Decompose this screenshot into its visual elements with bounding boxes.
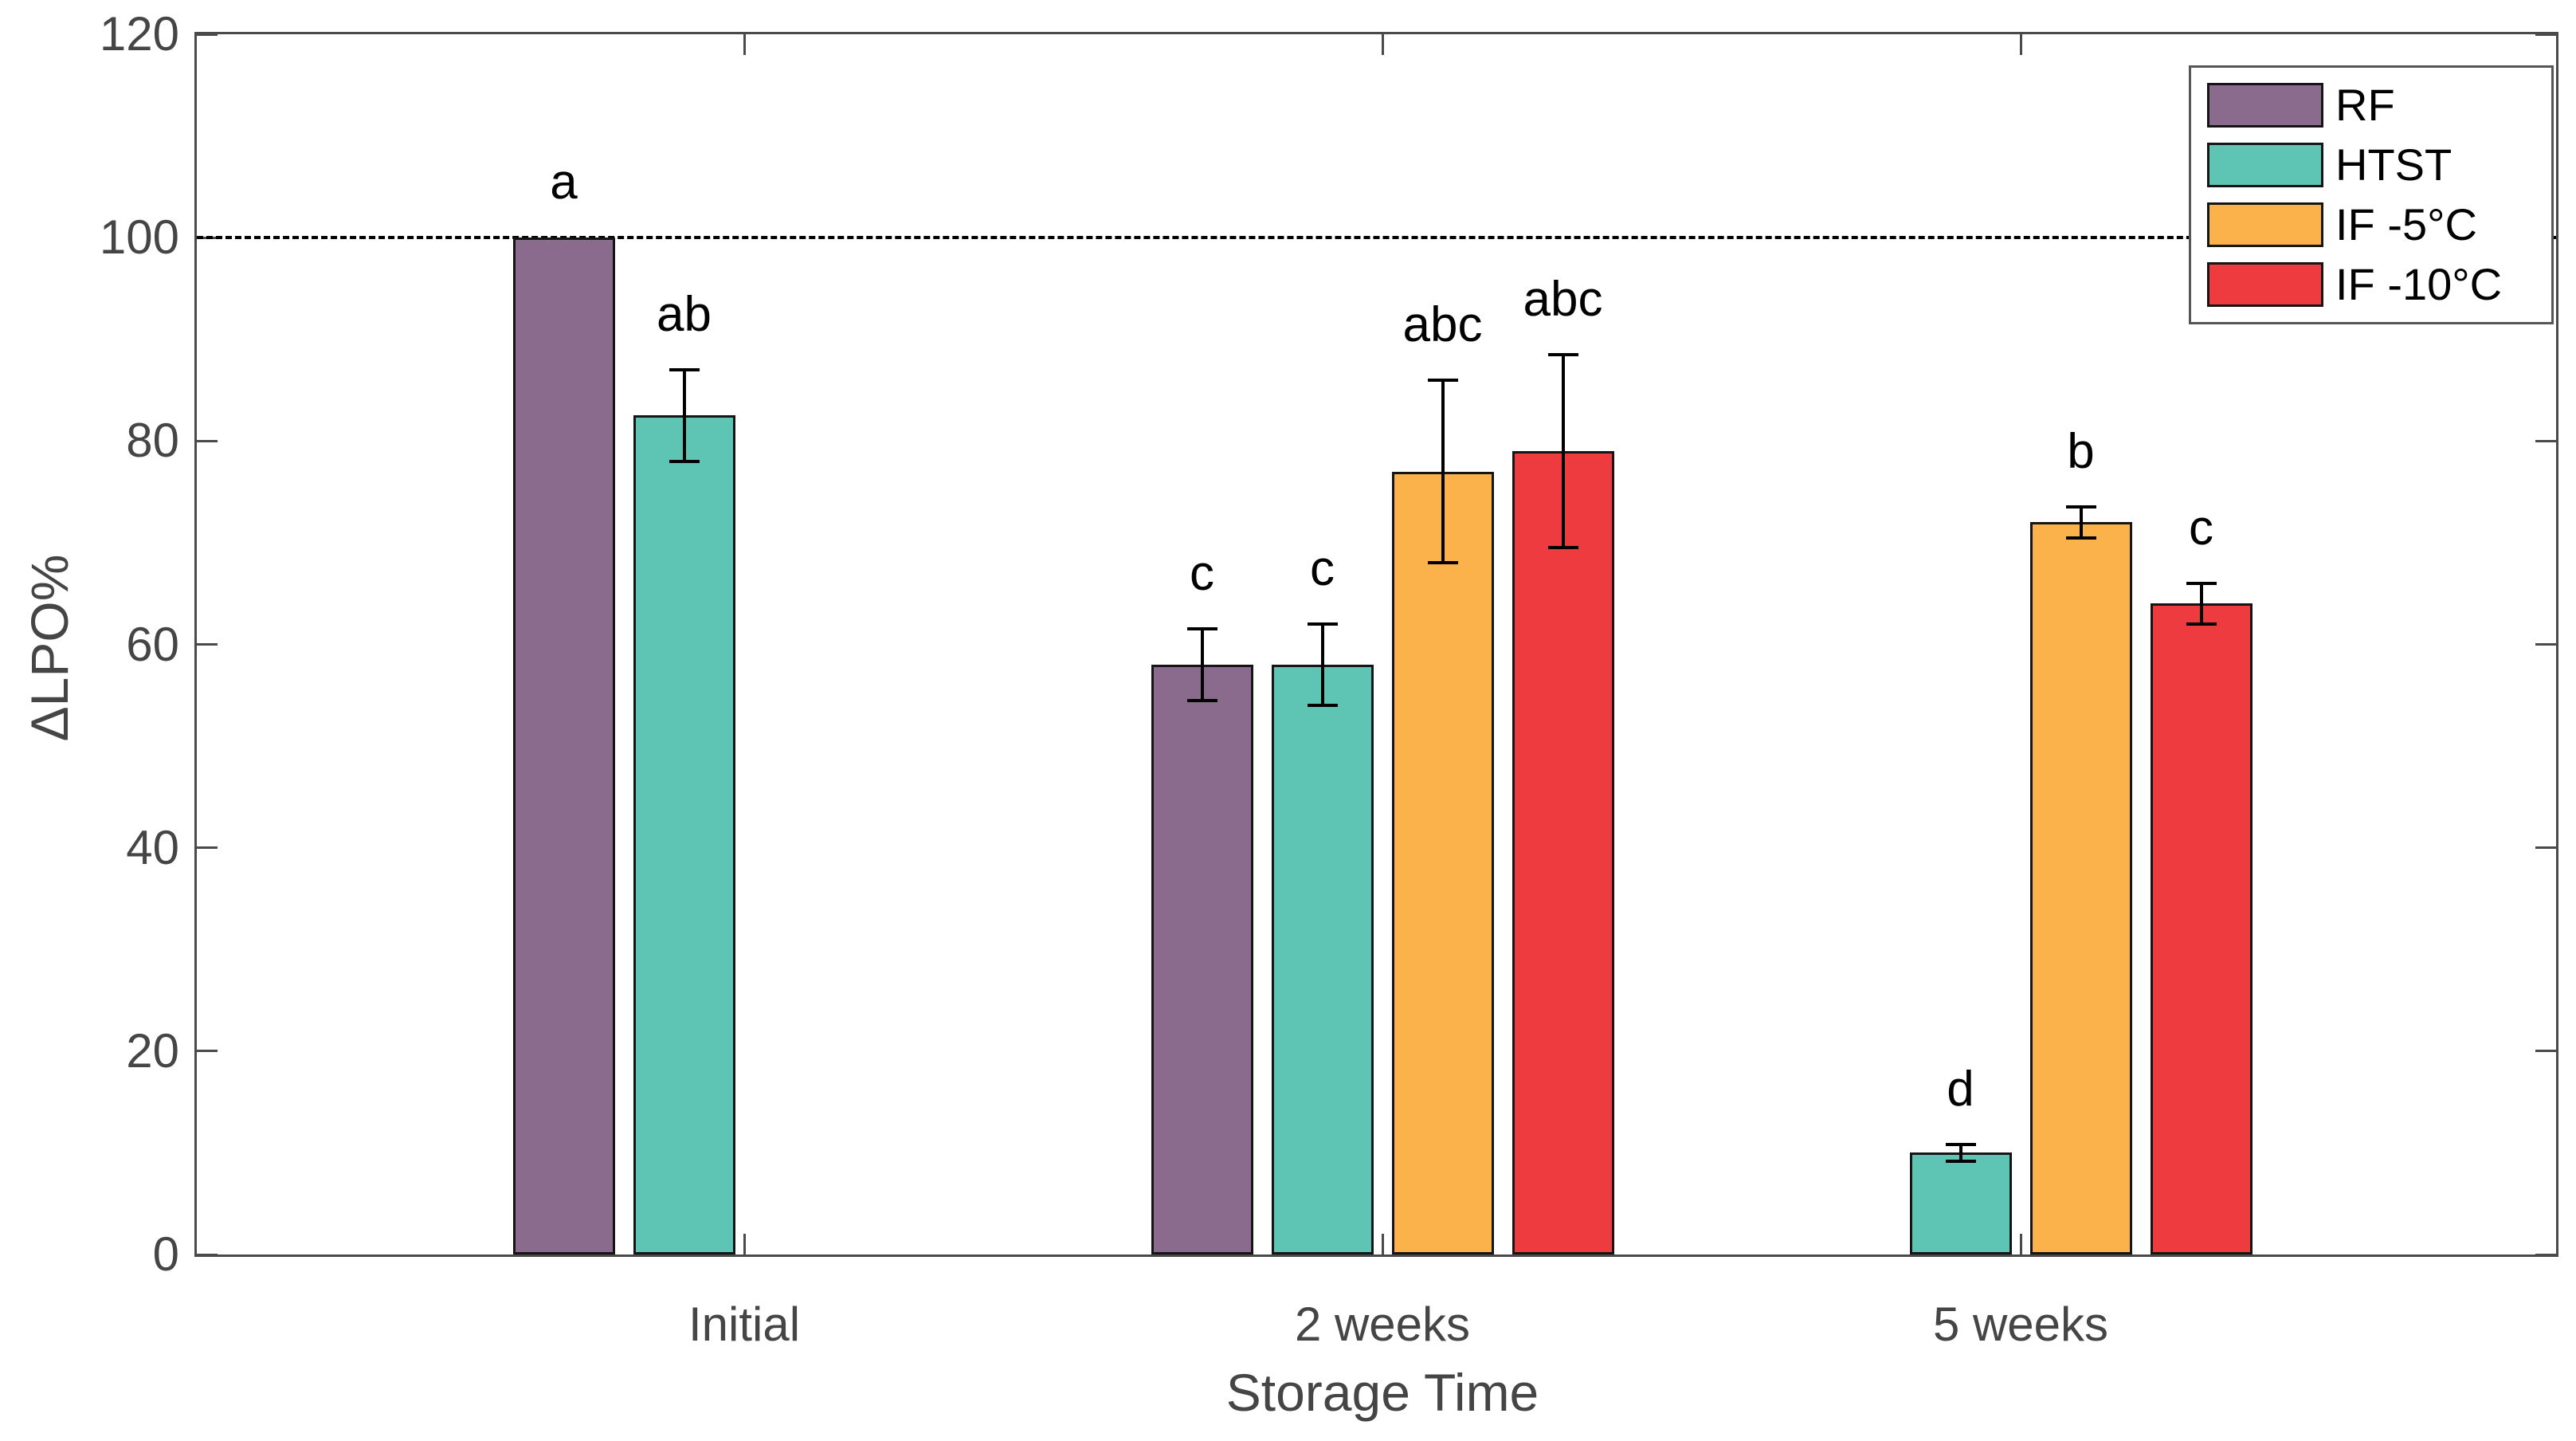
sig-letter-HTST-2-weeks: c	[1310, 540, 1335, 596]
error-bar-cap	[1945, 1159, 1976, 1163]
x-tick-top	[743, 34, 746, 55]
error-bar-HTST-Initial	[682, 370, 686, 461]
y-tick-left	[197, 1253, 218, 1256]
y-tick-label: 60	[126, 617, 179, 671]
x-tick-label: Initial	[688, 1298, 801, 1351]
sig-letter-RF-2-weeks: c	[1190, 546, 1214, 602]
x-tick-bottom	[1381, 1234, 1384, 1254]
y-tick-left	[197, 846, 218, 850]
x-axis-title: Storage Time	[1225, 1363, 1539, 1422]
error-bar-cap	[2186, 622, 2217, 626]
sig-letter-IF-10-C-2-weeks: abc	[1523, 271, 1603, 327]
error-bar-cap	[1307, 622, 1338, 626]
legend-label: HTST	[2335, 139, 2452, 190]
bar-IF-5-C-5-weeks	[2029, 522, 2132, 1254]
error-bar-cap	[669, 368, 700, 372]
bar-IF-10-C-2-weeks	[1511, 451, 1614, 1254]
error-bar-HTST-5-weeks	[1958, 1145, 1962, 1161]
x-tick-top	[2019, 34, 2022, 55]
y-tick-right	[2535, 33, 2556, 36]
sig-letter-IF-5-C-5-weeks: b	[2067, 424, 2095, 480]
x-tick-bottom	[2019, 1234, 2022, 1254]
legend-swatch-RF	[2207, 83, 2323, 128]
x-tick-bottom	[743, 1234, 746, 1254]
y-tick-right	[2535, 1253, 2556, 1256]
legend-label: RF	[2335, 80, 2395, 130]
plot-area: a c ab c d abc b abc c	[194, 32, 2558, 1257]
error-bar-cap	[1186, 698, 1217, 702]
error-bar-IF-5-C-5-weeks	[2079, 507, 2083, 538]
bar-RF-Initial	[512, 238, 615, 1254]
bar-RF-2-weeks	[1151, 665, 1253, 1254]
legend-swatch-IF-5-C	[2207, 202, 2323, 247]
legend-item-RF: RF	[2207, 83, 2551, 128]
y-tick-label: 80	[126, 414, 179, 468]
legend-label: IF -10°C	[2335, 259, 2503, 309]
error-bar-IF-10-C-2-weeks	[1561, 354, 1565, 548]
y-tick-label: 40	[126, 820, 179, 874]
sig-letter-IF-5-C-2-weeks: abc	[1402, 296, 1483, 352]
bar-IF-5-C-2-weeks	[1391, 471, 1494, 1254]
legend-item-IF-5-C: IF -5°C	[2207, 202, 2551, 247]
error-bar-cap	[1427, 561, 1458, 565]
y-tick-left	[197, 33, 218, 36]
y-axis-title: ΔLPO%	[20, 554, 79, 742]
error-bar-cap	[669, 459, 700, 463]
y-tick-left	[197, 643, 218, 646]
legend-label: IF -5°C	[2335, 199, 2477, 249]
y-tick-left	[197, 1050, 218, 1053]
x-tick-label: 2 weeks	[1294, 1298, 1471, 1351]
y-tick-right	[2535, 439, 2556, 442]
error-bar-cap	[1186, 627, 1217, 631]
y-tick-label: 0	[152, 1227, 179, 1281]
error-bar-IF-10-C-5-weeks	[2199, 583, 2203, 624]
bar-HTST-Initial	[633, 415, 735, 1254]
reference-line-100	[197, 236, 2556, 240]
y-tick-label: 20	[126, 1023, 179, 1078]
y-tick-right	[2535, 846, 2556, 850]
y-tick-left	[197, 439, 218, 442]
sig-letter-HTST-Initial: ab	[657, 287, 712, 343]
error-bar-cap	[1547, 352, 1578, 356]
y-tick-right	[2535, 643, 2556, 646]
sig-letter-RF-Initial: a	[550, 155, 578, 210]
error-bar-IF-5-C-2-weeks	[1441, 379, 1445, 563]
error-bar-cap	[1307, 704, 1338, 708]
error-bar-cap	[1547, 546, 1578, 550]
y-tick-label: 120	[99, 7, 179, 61]
error-bar-cap	[2186, 581, 2217, 585]
bar-HTST-5-weeks	[1909, 1152, 2012, 1254]
error-bar-cap	[2065, 536, 2096, 540]
legend-item-HTST: HTST	[2207, 143, 2551, 187]
y-tick-label: 100	[99, 210, 179, 265]
legend: RF HTST IF -5°C IF -10°C	[2189, 65, 2554, 324]
legend-swatch-IF-10-C	[2207, 262, 2323, 307]
error-bar-cap	[1945, 1143, 1976, 1147]
error-bar-cap	[2065, 505, 2096, 509]
x-tick-top	[1381, 34, 1384, 55]
legend-swatch-HTST	[2207, 143, 2323, 187]
error-bar-RF-2-weeks	[1200, 629, 1204, 701]
y-tick-right	[2535, 1050, 2556, 1053]
sig-letter-HTST-5-weeks: d	[1947, 1062, 1974, 1117]
x-tick-label: 5 weeks	[1932, 1298, 2109, 1351]
bar-IF-10-C-5-weeks	[2150, 603, 2253, 1254]
legend-item-IF-10-C: IF -10°C	[2207, 262, 2551, 307]
error-bar-HTST-2-weeks	[1320, 623, 1324, 706]
bar-HTST-2-weeks	[1271, 665, 1374, 1254]
sig-letter-IF-10-C-5-weeks: c	[2189, 500, 2213, 556]
error-bar-cap	[1427, 378, 1458, 382]
